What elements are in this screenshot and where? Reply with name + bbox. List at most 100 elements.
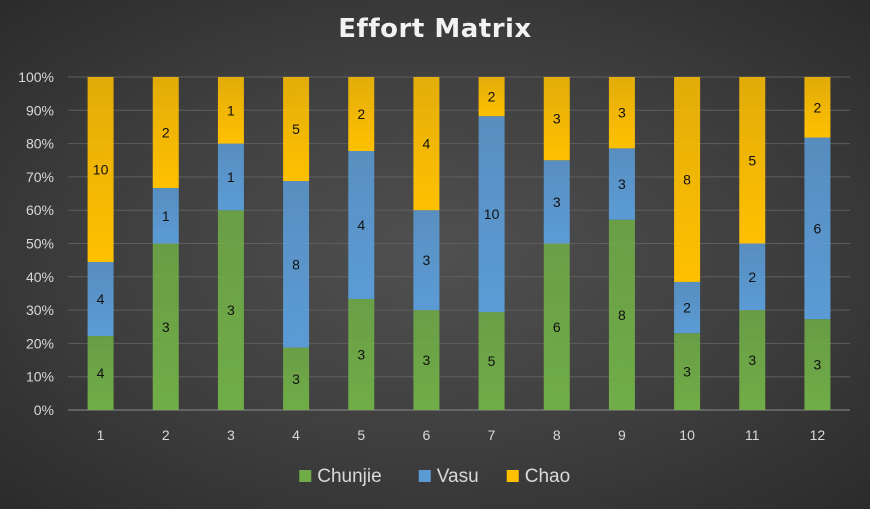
chart-title: Effort Matrix <box>338 14 532 44</box>
bar-segment-chao <box>478 77 505 117</box>
bar-segment-chunjie <box>217 210 244 410</box>
y-tick-label: 20% <box>26 335 54 351</box>
bar-segment-chao <box>608 77 635 149</box>
x-tick-label: 9 <box>618 427 626 443</box>
x-tick-label: 1 <box>97 427 105 443</box>
data-label: 10 <box>93 162 109 178</box>
data-label: 3 <box>618 105 626 121</box>
bar-segment-vasu <box>283 181 310 348</box>
data-label: 2 <box>162 125 170 141</box>
legend-label: Chao <box>525 466 570 487</box>
data-label: 3 <box>683 364 691 380</box>
x-tick-label: 2 <box>162 427 170 443</box>
y-tick-label: 80% <box>26 136 54 152</box>
bar-segment-chunjie <box>283 347 310 410</box>
data-label: 1 <box>227 102 235 118</box>
y-tick-label: 40% <box>26 269 54 285</box>
data-label: 3 <box>423 352 431 368</box>
data-label: 6 <box>553 319 561 335</box>
y-tick-label: 50% <box>26 236 54 252</box>
data-label: 8 <box>618 307 626 323</box>
data-label: 4 <box>97 291 105 307</box>
bar-segment-chunjie <box>413 310 440 410</box>
bar-segment-chunjie <box>608 219 635 410</box>
y-tick-label: 100% <box>18 69 54 85</box>
bar-segment-vasu <box>478 116 505 313</box>
x-tick-label: 3 <box>227 427 235 443</box>
data-label: 3 <box>423 252 431 268</box>
data-label: 3 <box>814 357 822 373</box>
y-tick-label: 90% <box>26 102 54 118</box>
bar-segment-vasu <box>608 148 635 220</box>
bar-segment-chao <box>87 77 114 262</box>
bar-segment-vasu <box>348 151 375 299</box>
data-label: 2 <box>814 99 822 115</box>
bar-segment-chao <box>674 77 701 282</box>
data-label: 3 <box>748 352 756 368</box>
x-tick-label: 4 <box>292 427 300 443</box>
bar-segment-chao <box>348 77 375 151</box>
bar-segment-vasu <box>739 243 766 311</box>
data-label: 5 <box>292 121 300 137</box>
data-label: 8 <box>683 171 691 187</box>
y-tick-label: 30% <box>26 302 54 318</box>
y-tick-label: 60% <box>26 202 54 218</box>
data-label: 10 <box>484 206 500 222</box>
bar-segment-chao <box>413 77 440 211</box>
bar-segment-chunjie <box>543 243 570 410</box>
bar-segment-chunjie <box>674 333 701 410</box>
bar-segment-vasu <box>152 188 179 244</box>
bar-segment-chunjie <box>348 299 375 410</box>
data-label: 4 <box>423 136 431 152</box>
bar-segment-chunjie <box>87 336 114 410</box>
bar-segment-chao <box>543 77 570 161</box>
data-label: 2 <box>683 300 691 316</box>
bar-segment-chunjie <box>804 319 831 410</box>
data-label: 3 <box>553 194 561 210</box>
legend-swatch-vasu <box>418 470 431 482</box>
data-label: 5 <box>488 353 496 369</box>
bar-segment-chao <box>739 77 766 244</box>
bar-segment-chao <box>283 77 310 182</box>
data-label: 3 <box>292 371 300 387</box>
bar-segment-chunjie <box>152 243 179 410</box>
y-tick-label: 10% <box>26 369 54 385</box>
bar-segment-vasu <box>543 160 570 244</box>
bar-segment-vasu <box>804 137 831 320</box>
bar-segment-vasu <box>674 281 701 334</box>
data-label: 6 <box>814 220 822 236</box>
data-label: 2 <box>488 89 496 105</box>
bar-segment-vasu <box>413 210 440 311</box>
data-label: 1 <box>227 169 235 185</box>
data-label: 1 <box>162 208 170 224</box>
x-tick-label: 12 <box>810 427 826 443</box>
x-tick-label: 5 <box>357 427 365 443</box>
data-label: 3 <box>618 176 626 192</box>
legend-swatch-chao <box>506 470 519 482</box>
data-label: 3 <box>162 319 170 335</box>
bar-segment-chunjie <box>478 312 505 410</box>
bar-segment-vasu <box>217 143 244 211</box>
bar-segment-chunjie <box>739 310 766 410</box>
data-label: 2 <box>357 106 365 122</box>
legend-swatch-chunjie <box>299 470 312 482</box>
data-label: 3 <box>357 347 365 363</box>
bar-segment-chao <box>152 77 179 188</box>
data-label: 3 <box>227 302 235 318</box>
y-tick-label: 70% <box>26 169 54 185</box>
data-label: 4 <box>97 365 105 381</box>
bar-segment-vasu <box>87 262 114 336</box>
data-label: 5 <box>748 152 756 168</box>
legend-label: Vasu <box>437 466 479 487</box>
bar-segment-chao <box>217 77 244 144</box>
x-tick-label: 6 <box>423 427 431 443</box>
x-tick-label: 10 <box>679 427 695 443</box>
data-label: 3 <box>553 111 561 127</box>
x-tick-label: 8 <box>553 427 561 443</box>
legend-label: Chunjie <box>317 466 381 487</box>
x-tick-label: 11 <box>745 427 760 443</box>
data-label: 4 <box>357 217 365 233</box>
data-label: 8 <box>292 256 300 272</box>
